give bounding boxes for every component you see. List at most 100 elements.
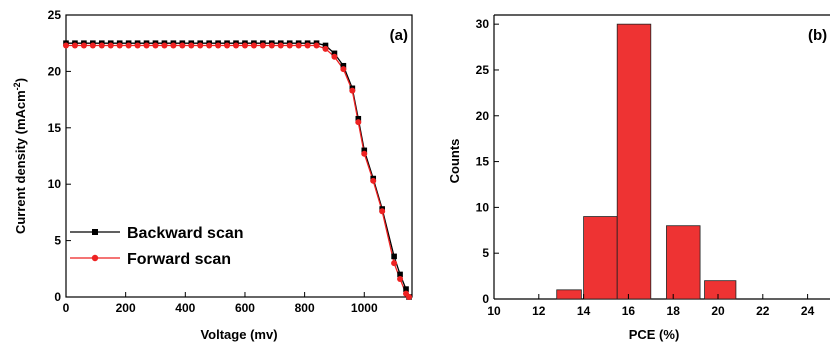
panel-b-y-tick-label: 10 [476, 200, 490, 214]
forward-scan-point [98, 42, 105, 49]
panel-b-x-tick-label: 18 [667, 304, 681, 318]
forward-scan-point [125, 42, 132, 49]
panel-a-tag: (a) [390, 27, 408, 44]
panel-a-x-tick-label: 400 [175, 301, 195, 315]
forward-scan-point [170, 42, 177, 49]
forward-scan-point [161, 42, 168, 49]
forward-scan-point [340, 66, 347, 73]
panel-b-x-tick-label: 22 [756, 304, 770, 318]
panel-b: 10 12 14 16 18 20 22 24 0 5 10 15 20 25 30 PCE (%) Co… [447, 14, 830, 342]
forward-scan-point [304, 42, 311, 49]
forward-scan-point [80, 42, 87, 49]
forward-scan-point [206, 42, 213, 49]
forward-scan-point [259, 42, 266, 49]
legend-forward-label: Forward scan [127, 251, 231, 268]
series-line-forward [66, 44, 410, 298]
panel-a-y-tick-label: 0 [54, 290, 61, 304]
histogram-bar [666, 225, 701, 300]
forward-scan-point [233, 42, 240, 49]
series-line-backward [66, 42, 410, 298]
panel-a-plot-area [65, 14, 413, 298]
panel-a-y-axis-title-main: Current density (mAcm [13, 90, 28, 234]
backward-scan-point [340, 62, 347, 69]
panel-b-plot-area [493, 14, 830, 300]
forward-scan-point [355, 119, 362, 126]
panel-a-frame [65, 14, 413, 298]
panel-a-y-axis-title-sup: -2 [12, 82, 22, 90]
forward-scan-point [188, 42, 195, 49]
forward-scan-point [322, 45, 329, 52]
panel-b-x-tick-label: 12 [532, 304, 546, 318]
panel-a-y-tick-label: 10 [48, 177, 62, 191]
forward-scan-point [179, 42, 186, 49]
backward-scan-point [403, 286, 409, 292]
forward-scan-point [241, 42, 248, 49]
panel-b-bars [556, 23, 737, 300]
forward-scan-point [331, 53, 338, 60]
panel-a-y-tick-label: 15 [48, 121, 62, 135]
panel-b-x-ticks: 10 12 14 16 18 20 22 24 [487, 294, 815, 318]
forward-scan-point [361, 150, 368, 157]
forward-scan-point [277, 42, 284, 49]
panel-a-y-tick-label: 20 [48, 64, 62, 78]
histogram-bar [704, 280, 737, 300]
panel-a-markers [63, 40, 413, 300]
histogram-bar [556, 289, 582, 300]
forward-scan-point [107, 42, 114, 49]
backward-scan-point [391, 253, 397, 260]
forward-scan-point [268, 42, 275, 49]
panel-b-x-axis-title: PCE (%) [629, 327, 680, 342]
panel-a-y-tick-label: 25 [48, 8, 62, 22]
forward-scan-point [250, 42, 257, 49]
panel-b-x-tick-label: 16 [622, 304, 636, 318]
panel-b-y-tick-label: 20 [476, 109, 490, 123]
legend-forward-marker [91, 254, 99, 262]
forward-scan-point [370, 177, 377, 184]
forward-scan-point [134, 42, 141, 49]
panel-b-y-ticks: 0 5 10 15 20 25 30 [476, 17, 499, 306]
forward-scan-point [63, 42, 69, 49]
legend-backward-label: Backward scan [127, 225, 244, 242]
panel-b-x-tick-label: 24 [801, 304, 815, 318]
backward-scan-point [397, 271, 403, 278]
forward-scan-point [295, 42, 302, 49]
panel-b-y-tick-label: 30 [476, 17, 490, 31]
panel-b-x-tick-label: 10 [487, 304, 501, 318]
forward-scan-point [71, 42, 78, 49]
panel-b-y-tick-label: 25 [476, 63, 490, 77]
panel-a-y-axis-title-close: ) [13, 78, 28, 82]
backward-scan-point [355, 115, 362, 122]
panel-a: 0 200 400 600 800 1000 0 5 10 15 20 25 Voltage (mv… [12, 8, 413, 342]
forward-scan-point [116, 42, 123, 49]
panel-a-x-ticks: 0 200 400 600 800 1000 [63, 292, 378, 315]
panel-a-x-tick-label: 200 [116, 301, 136, 315]
panel-b-tag: (b) [808, 27, 827, 44]
panel-b-y-tick-label: 15 [476, 155, 490, 169]
panel-b-x-tick-label: 14 [577, 304, 591, 318]
panel-b-y-axis-title: Counts [447, 139, 462, 184]
forward-scan-point [143, 42, 150, 49]
forward-scan-point [215, 42, 222, 49]
backward-scan-point [361, 147, 368, 154]
forward-scan-point [197, 42, 204, 49]
backward-scan-point [322, 42, 329, 49]
panel-a-x-tick-label: 800 [295, 301, 315, 315]
legend: Backward scan Forward scan [70, 225, 244, 268]
forward-scan-point [406, 294, 413, 300]
histogram-bar [583, 216, 618, 300]
panel-a-y-axis-title: Current density (mAcm-2) [12, 78, 28, 234]
forward-scan-point [224, 42, 231, 49]
forward-scan-point [349, 87, 356, 94]
forward-scan-point [397, 275, 404, 282]
panel-a-y-ticks: 0 5 10 15 20 25 [48, 8, 71, 304]
forward-scan-point [152, 42, 159, 49]
forward-scan-point [391, 260, 398, 267]
legend-backward-marker [92, 229, 98, 235]
panel-b-x-tick-label: 20 [711, 304, 725, 318]
forward-scan-point [89, 42, 96, 49]
panel-a-x-axis-title: Voltage (mv) [200, 327, 277, 342]
panel-a-x-tick-label: 0 [63, 301, 70, 315]
forward-scan-point [313, 42, 320, 49]
